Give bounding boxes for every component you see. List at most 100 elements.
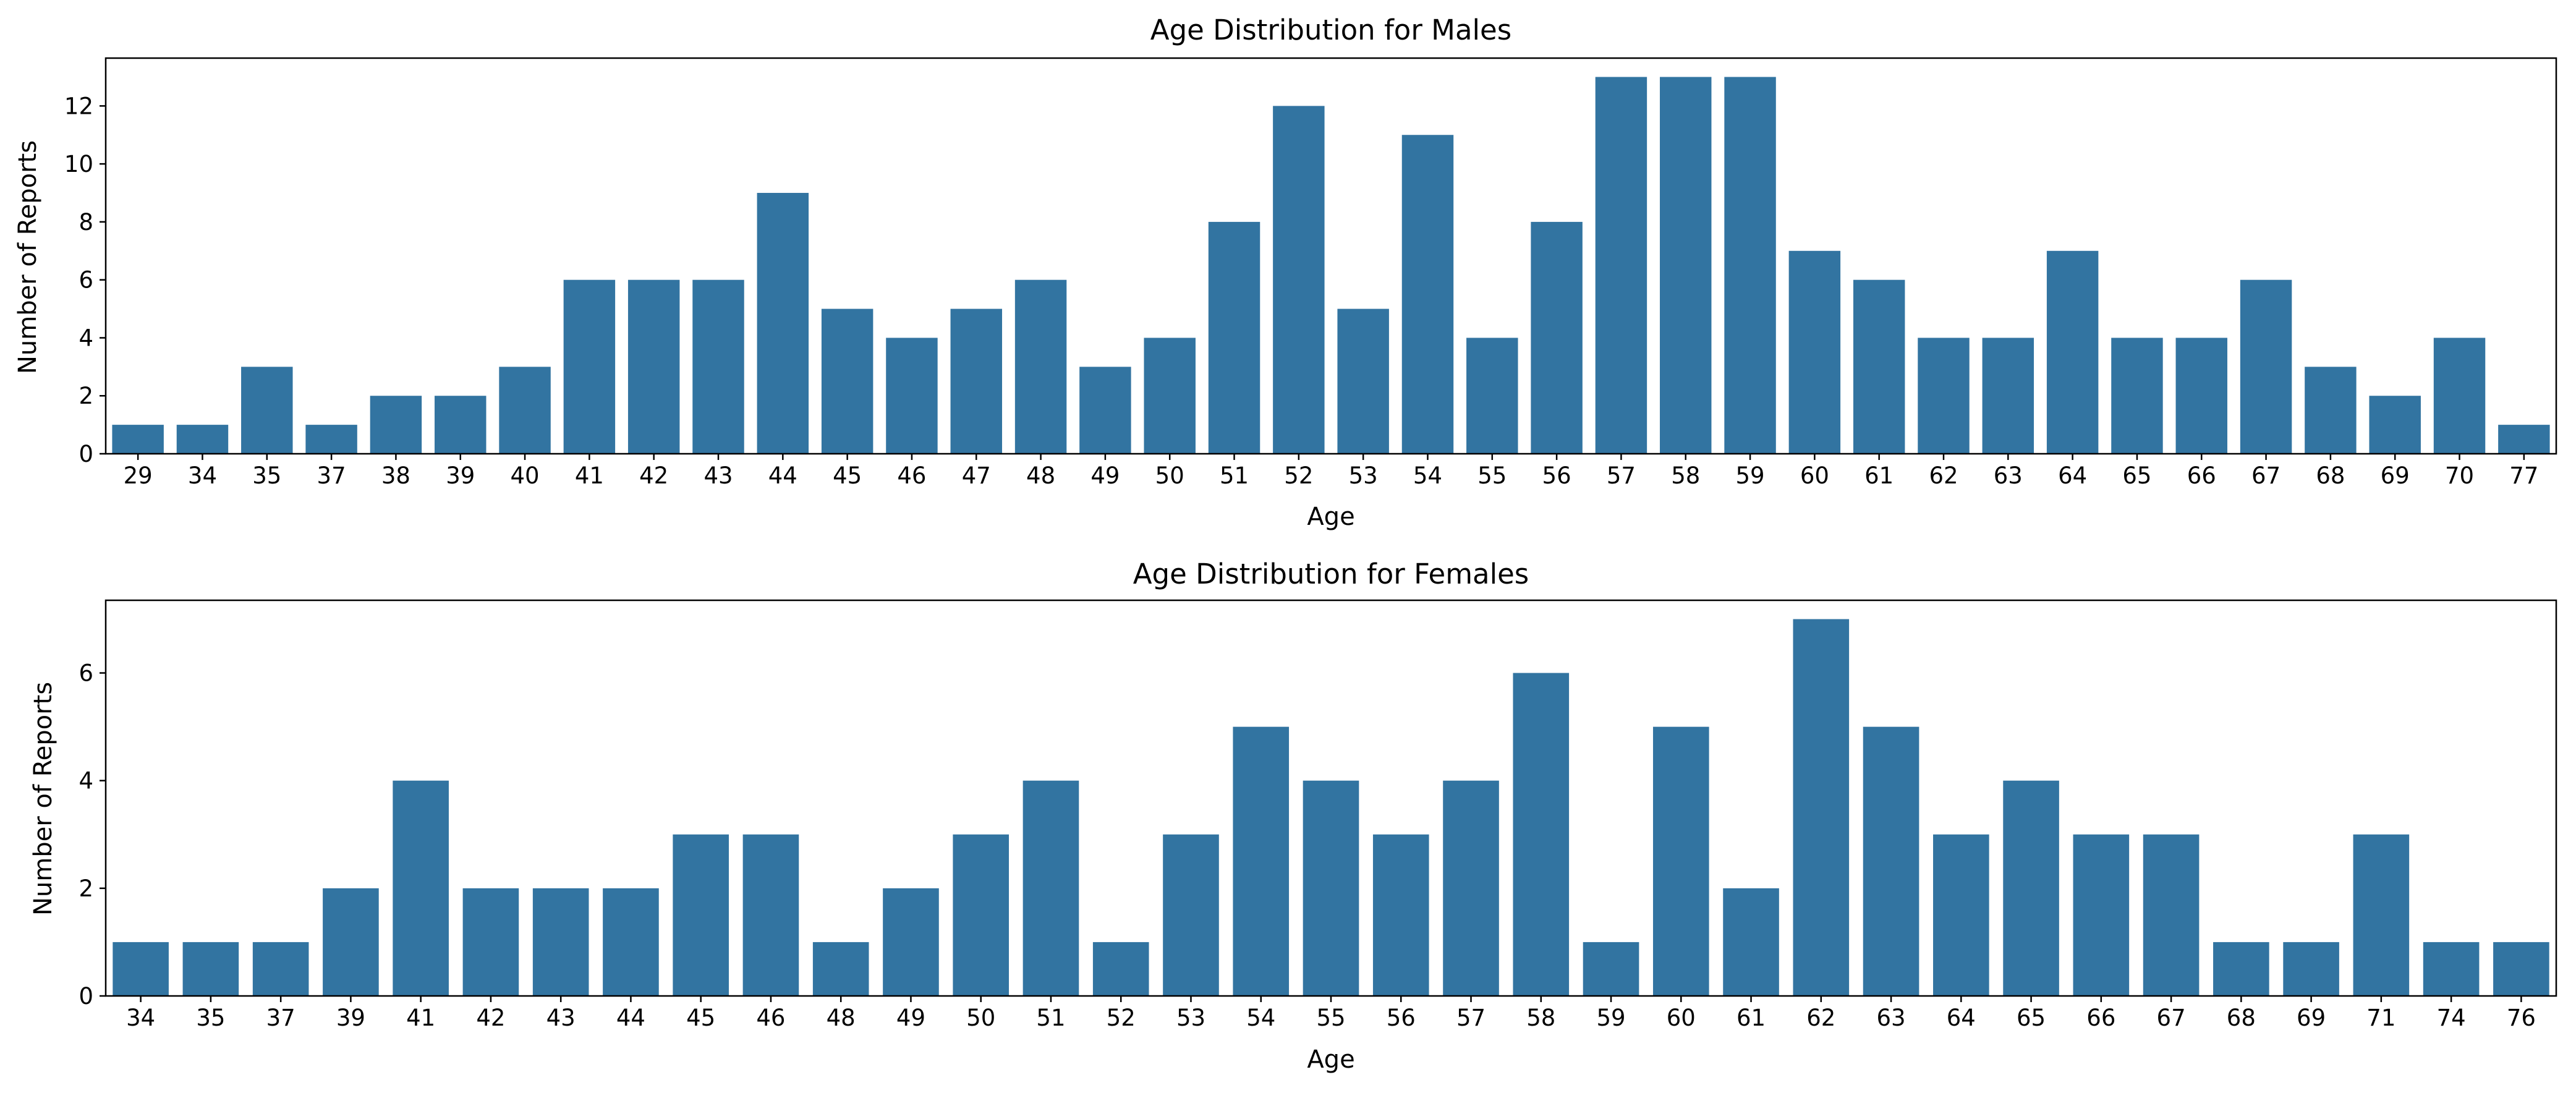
bar-59 <box>1583 942 1639 996</box>
bar-67 <box>2240 279 2292 454</box>
bar-65 <box>2003 780 2059 996</box>
bar-43 <box>692 279 744 454</box>
bar-29 <box>112 425 164 454</box>
bar-53 <box>1163 834 1219 996</box>
x-tick-label: 57 <box>1456 1005 1486 1031</box>
bar-48 <box>812 942 869 996</box>
x-tick-label: 41 <box>406 1005 435 1031</box>
bar-45 <box>821 308 874 454</box>
x-tick-label: 47 <box>962 462 991 489</box>
females-chart: Age Distribution for Females Age Number … <box>29 558 2557 1074</box>
x-tick-label: 40 <box>511 462 540 489</box>
x-tick-label: 65 <box>2122 462 2151 489</box>
bar-64 <box>2046 250 2099 454</box>
x-tick-label: 69 <box>2297 1005 2326 1031</box>
bar-44 <box>603 888 659 996</box>
plot-frame <box>104 57 2557 455</box>
x-tick-label: 34 <box>188 462 217 489</box>
x-tick-label: 39 <box>446 462 475 489</box>
x-tick-label: 61 <box>1736 1005 1766 1031</box>
x-tick-label: 52 <box>1284 462 1313 489</box>
x-tick-label: 45 <box>686 1005 715 1031</box>
bar-55 <box>1303 780 1359 996</box>
x-tick-label: 64 <box>2058 462 2087 489</box>
bar-34 <box>176 425 229 454</box>
bar-56 <box>1531 221 1583 454</box>
x-tick-label: 67 <box>2157 1005 2186 1031</box>
bar-57 <box>1595 77 1647 454</box>
bar-54 <box>1233 726 1290 996</box>
bar-65 <box>2111 338 2163 454</box>
y-tick-label: 2 <box>79 383 93 409</box>
x-tick-label: 39 <box>336 1005 365 1031</box>
bar-39 <box>435 396 487 454</box>
x-tick-label: 66 <box>2187 462 2216 489</box>
x-tick-label: 68 <box>2316 462 2345 489</box>
bar-45 <box>673 834 729 996</box>
x-tick-label: 51 <box>1036 1005 1065 1031</box>
bar-52 <box>1273 106 1325 454</box>
x-tick-label: 62 <box>1806 1005 1835 1031</box>
bar-67 <box>2143 834 2200 996</box>
plot-frame <box>104 599 2557 997</box>
bar-76 <box>2493 942 2549 996</box>
x-tick-label: 53 <box>1349 462 1378 489</box>
x-tick-label: 54 <box>1413 462 1442 489</box>
y-tick-label: 4 <box>79 325 93 351</box>
x-tick-label: 55 <box>1477 462 1507 489</box>
x-tick-label: 35 <box>252 462 281 489</box>
x-tick-label: 46 <box>756 1005 785 1031</box>
x-tick-label: 59 <box>1736 462 1765 489</box>
x-tick-label: 44 <box>768 462 797 489</box>
y-tick-label: 6 <box>79 267 93 294</box>
bars <box>113 619 2549 996</box>
x-tick-label: 62 <box>1929 462 1958 489</box>
bar-77 <box>2498 425 2550 454</box>
bar-46 <box>742 834 799 996</box>
bar-42 <box>462 888 519 996</box>
bar-68 <box>2305 367 2357 454</box>
x-tick-label: 43 <box>704 462 733 489</box>
x-tick-label: 51 <box>1220 462 1249 489</box>
bar-68 <box>2213 942 2269 996</box>
bar-47 <box>950 308 1002 454</box>
bar-51 <box>1208 221 1260 454</box>
bar-63 <box>1982 338 2034 454</box>
x-tick-label: 54 <box>1246 1005 1275 1031</box>
x-tick-label: 42 <box>476 1005 505 1031</box>
bar-48 <box>1014 279 1067 454</box>
bar-35 <box>182 942 239 996</box>
bar-42 <box>627 279 680 454</box>
x-axis-label: Age <box>1307 1045 1354 1074</box>
x-tick-label: 64 <box>1947 1005 1976 1031</box>
x-tick-label: 60 <box>1667 1005 1696 1031</box>
x-tick-label: 45 <box>833 462 862 489</box>
x-tick-label: 60 <box>1800 462 1829 489</box>
x-axis-ticks: 29 34 35 37 38 39 40 41 42 43 44 45 46 47 48 49 50 51 52 53… <box>124 454 2538 489</box>
bar-44 <box>757 193 809 454</box>
bar-43 <box>532 888 589 996</box>
x-tick-label: 58 <box>1526 1005 1555 1031</box>
bar-41 <box>393 780 449 996</box>
bar-63 <box>1863 726 1919 996</box>
x-tick-label: 71 <box>2366 1005 2395 1031</box>
x-tick-label: 59 <box>1596 1005 1625 1031</box>
y-tick-label: 4 <box>79 768 93 794</box>
bar-37 <box>305 425 357 454</box>
bar-61 <box>1723 888 1779 996</box>
bar-50 <box>1144 338 1196 454</box>
x-tick-label: 42 <box>639 462 668 489</box>
bar-66 <box>2175 338 2227 454</box>
bar-62 <box>1793 619 1850 996</box>
bar-46 <box>886 338 938 454</box>
bar-60 <box>1788 250 1841 454</box>
y-tick-label: 6 <box>79 660 93 687</box>
bar-49 <box>1079 367 1131 454</box>
bar-60 <box>1652 726 1709 996</box>
y-axis-label: Number of Reports <box>29 682 57 916</box>
x-tick-label: 50 <box>966 1005 995 1031</box>
bar-50 <box>953 834 1010 996</box>
bar-61 <box>1853 279 1905 454</box>
bar-55 <box>1466 338 1518 454</box>
